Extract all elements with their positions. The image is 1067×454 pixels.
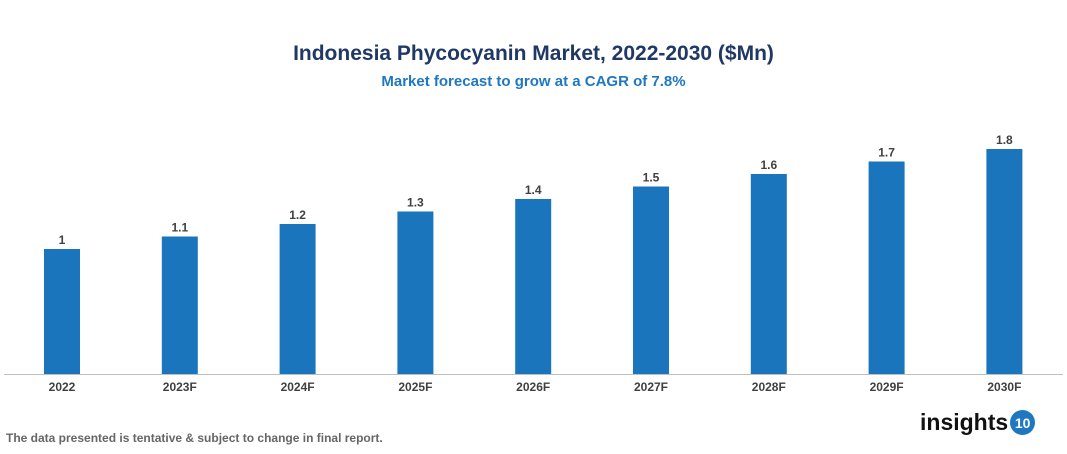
bar [633,186,669,374]
x-tick-label: 2030F [987,380,1021,394]
x-tick-label: 2026F [516,380,550,394]
data-label: 1.6 [760,158,777,172]
data-label: 1.5 [643,171,660,185]
data-label: 1.4 [525,183,542,197]
x-tick-label: 2028F [752,380,786,394]
bar [515,199,552,374]
data-label: 1.8 [996,133,1013,147]
insights10-logo: insights 10 [920,409,1036,436]
bar [750,174,787,374]
data-label: 1.2 [289,208,306,222]
logo-number: 10 [1010,410,1036,435]
bar [986,149,1023,374]
bar [44,249,80,374]
x-tick-label: 2025F [398,380,432,394]
data-label: 1.3 [407,196,424,210]
x-tick-label: 2023F [163,380,197,394]
chart-subtitle: Market forecast to grow at a CAGR of 7.8… [381,73,686,90]
bar [397,211,434,374]
bar [161,236,198,374]
logo-text: insights [920,409,1009,435]
data-label: 1.1 [171,221,188,235]
chart-title: Indonesia Phycocyanin Market, 2022-2030 … [293,42,774,65]
x-tick-label: 2024F [281,380,315,394]
data-label: 1.7 [878,146,895,160]
x-tick-label: 2029F [870,380,904,394]
bar [279,224,316,374]
x-tick-label: 2022 [49,380,76,394]
bar [868,161,905,374]
x-tick-label: 2027F [634,380,668,394]
disclaimer-note: The data presented is tentative & subjec… [6,431,383,445]
data-label: 1 [59,233,66,247]
